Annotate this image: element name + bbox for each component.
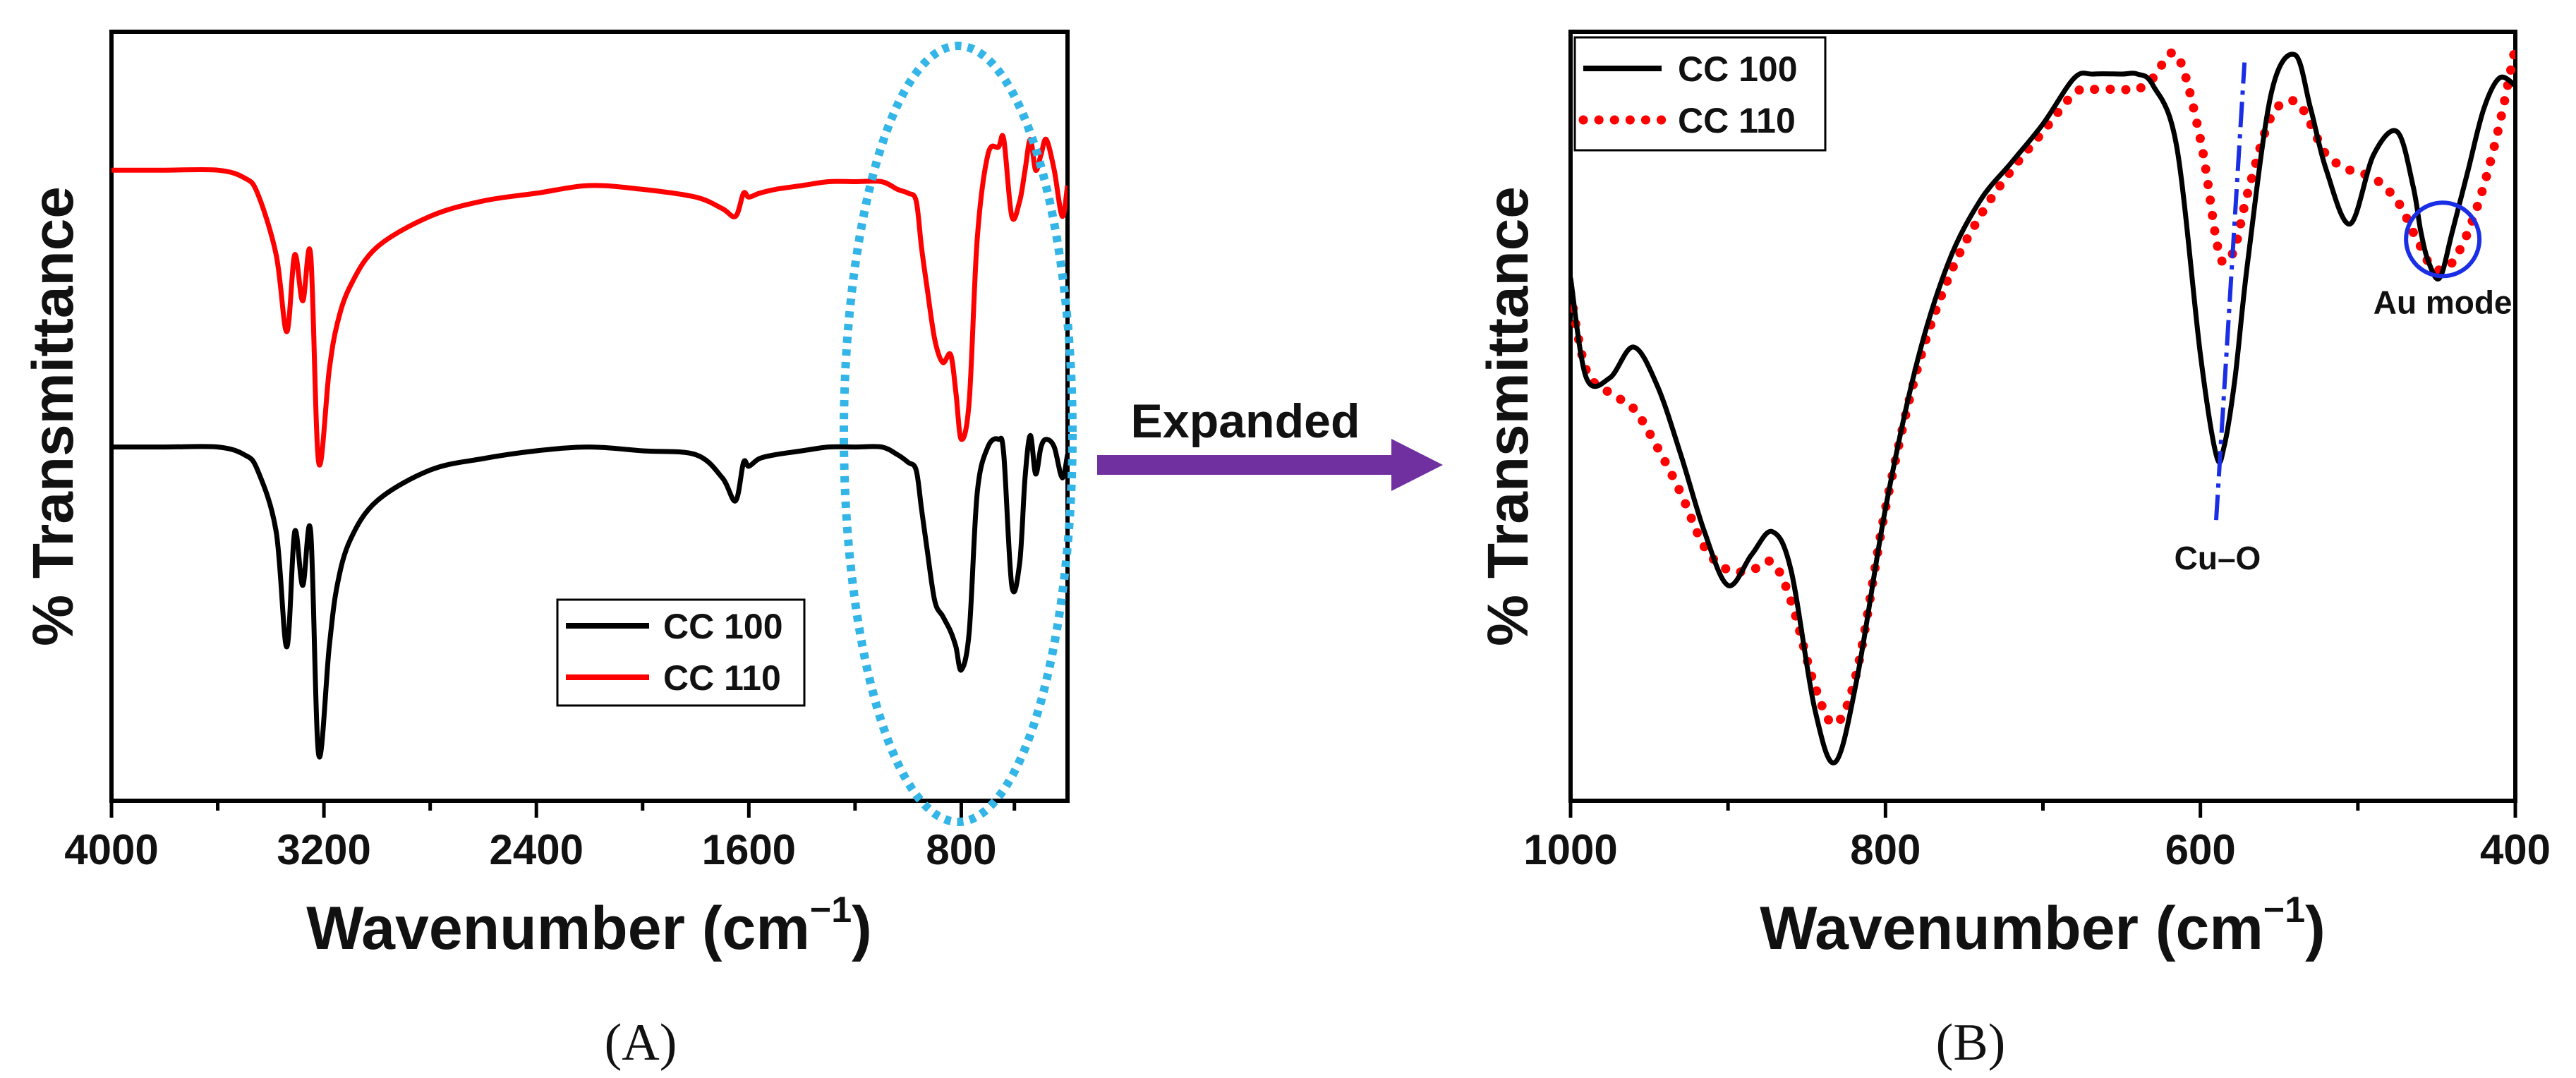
x-axis-label-b-close: ) <box>2305 895 2326 962</box>
y-axis-title-b: % Transmittance <box>1476 186 1540 646</box>
cu-o-guide-line <box>2213 62 2247 521</box>
x-ticks-b: 1000 800 600 400 <box>1523 801 2551 873</box>
x-tick-a-tick-label: 3200 <box>277 826 370 873</box>
x-ticks-a: 4000 3200 2400 1600 800 <box>64 801 1017 873</box>
x-tick-b-tick-label: 1000 <box>1523 826 1617 873</box>
legend-box-a <box>556 598 806 707</box>
legend-a: CC 100 CC 110 <box>556 598 806 707</box>
x-axis-label-b: Wavenumber (cm−1) <box>1760 890 2326 962</box>
x-axis-label-b-sup: −1 <box>2263 890 2305 931</box>
legend-label-cc100-b: CC 100 <box>1678 49 1798 89</box>
x-axis-label-b-main: Wavenumber (cm <box>1760 895 2263 962</box>
legend-label-cc110-b: CC 110 <box>1678 101 1796 140</box>
series-line-cc100-b <box>1571 52 2515 765</box>
arrow-label: Expanded <box>1131 394 1360 448</box>
x-tick-a-tick-label: 4000 <box>64 826 158 873</box>
x-tick-a-tick-label: 1600 <box>702 826 796 873</box>
series-line-cc110-a <box>111 133 1068 468</box>
plot-frame-a <box>109 30 1070 803</box>
expanded-arrow: Expanded <box>1097 394 1443 491</box>
series-line-cc110-b <box>1571 42 2515 729</box>
legend-b: CC 100 CC 110 <box>1573 36 1827 152</box>
arrow-head <box>1391 439 1443 491</box>
x-tick-b-tick-label: 600 <box>2165 826 2236 873</box>
legend-label-cc110-a: CC 110 <box>663 658 781 698</box>
panel-b: 1000 800 600 400 % Transmittance Wavenumber… <box>1476 30 2551 1072</box>
x-axis-label-a-sup: −1 <box>810 890 852 931</box>
x-axis-label-a: Wavenumber (cm−1) <box>306 890 872 962</box>
panel-a: 4000 3200 2400 1600 800 % Transmittance Wave… <box>21 30 1077 1072</box>
x-axis-label-a-main: Wavenumber (cm <box>306 895 810 962</box>
x-tick-b-tick-label: 400 <box>2480 826 2551 873</box>
x-axis-label-a-close: ) <box>852 895 872 962</box>
legend-box-b <box>1573 36 1827 152</box>
legend-label-cc100-a: CC 100 <box>663 607 783 646</box>
x-tick-a-tick-label: 800 <box>926 826 996 873</box>
y-axis-label-a: % Transmittance <box>21 186 85 646</box>
au-mode-circle <box>2404 200 2482 279</box>
panel-label-a: (A) <box>605 1014 677 1072</box>
x-tick-b-tick-label: 800 <box>1850 826 1921 873</box>
x-tick-a-tick-label: 2400 <box>489 826 583 873</box>
cu-o-label: Cu–O <box>2175 540 2261 576</box>
panel-label-b: (B) <box>1936 1014 2006 1072</box>
au-mode-label: Au mode <box>2374 284 2512 320</box>
series-line-cc100-a <box>111 432 1068 760</box>
y-axis-label-b: % Transmittance <box>1476 186 1540 646</box>
highlight-ellipse-a <box>840 42 1077 826</box>
y-axis-title-a: % Transmittance <box>21 186 85 646</box>
